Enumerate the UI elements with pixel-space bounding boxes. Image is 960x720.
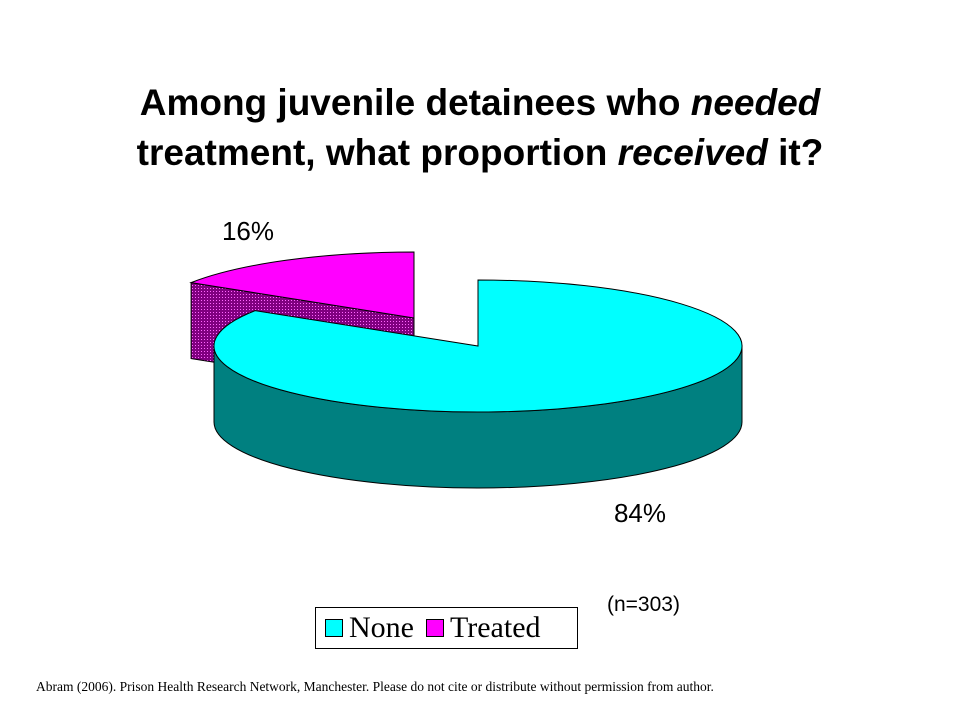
- citation-footer: Abram (2006). Prison Health Research Net…: [36, 679, 714, 694]
- chart-legend: None Treated: [315, 607, 578, 649]
- legend-item-treated: Treated: [425, 611, 541, 645]
- data-label-none: 84%: [614, 498, 666, 528]
- title-emphasis-needed: needed: [690, 82, 821, 123]
- title-text-1: Among juvenile detainees who: [139, 82, 691, 123]
- legend-item-none: None: [325, 611, 414, 645]
- chart-title: Among juvenile detainees who needed trea…: [0, 78, 960, 178]
- legend-label-none: None: [349, 611, 414, 644]
- legend-swatch-none: [325, 619, 343, 637]
- slice-none: [213, 279, 743, 413]
- slice-treated: [189, 251, 415, 319]
- sample-size-label: (n=303): [607, 593, 680, 616]
- legend-label-treated: Treated: [449, 611, 541, 644]
- legend-swatch-treated: [425, 619, 444, 637]
- data-label-treated: 16%: [222, 216, 274, 246]
- title-emphasis-received: received: [617, 132, 768, 173]
- title-text-3: it?: [767, 132, 824, 173]
- title-text-2: treatment, what proportion: [136, 132, 618, 173]
